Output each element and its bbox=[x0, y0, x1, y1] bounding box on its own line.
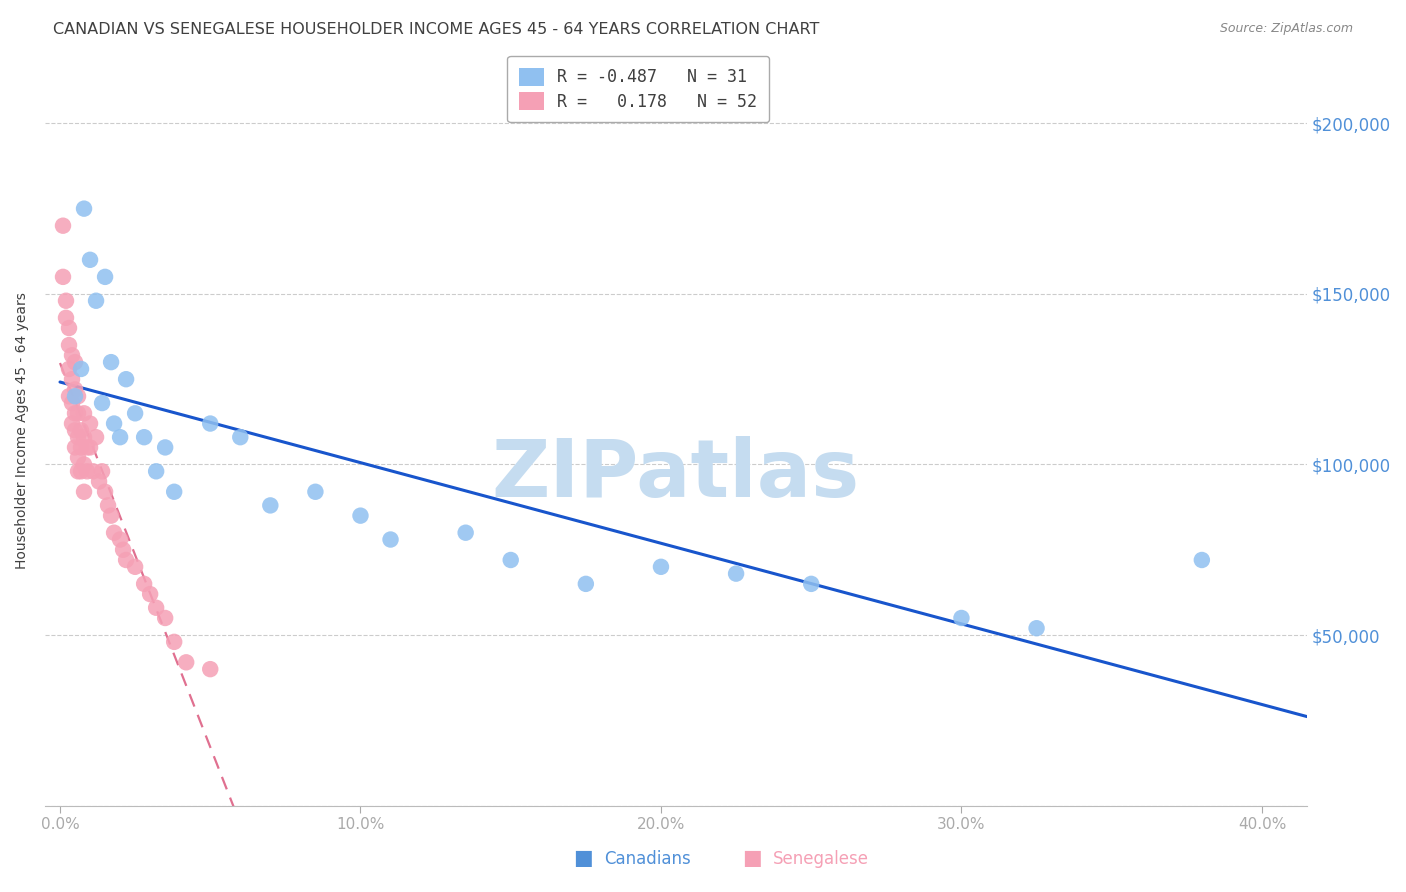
Point bbox=[58, 338, 80, 352]
Point bbox=[66, 464, 89, 478]
Point bbox=[380, 533, 402, 547]
Point bbox=[163, 484, 186, 499]
Text: Senegalese: Senegalese bbox=[773, 850, 869, 868]
Point bbox=[800, 577, 823, 591]
Point bbox=[79, 417, 101, 431]
Point bbox=[58, 362, 80, 376]
Text: CANADIAN VS SENEGALESE HOUSEHOLDER INCOME AGES 45 - 64 YEARS CORRELATION CHART: CANADIAN VS SENEGALESE HOUSEHOLDER INCOM… bbox=[53, 22, 820, 37]
Point bbox=[454, 525, 477, 540]
Point bbox=[108, 533, 131, 547]
Point bbox=[103, 525, 125, 540]
Point bbox=[79, 252, 101, 267]
Point bbox=[650, 559, 672, 574]
Point bbox=[139, 587, 162, 601]
Point bbox=[66, 389, 89, 403]
Point bbox=[134, 577, 156, 591]
Text: ■: ■ bbox=[742, 848, 762, 868]
Point bbox=[73, 202, 96, 216]
Point bbox=[52, 219, 75, 233]
Point bbox=[63, 441, 86, 455]
Point bbox=[499, 553, 522, 567]
Point bbox=[115, 553, 138, 567]
Point bbox=[304, 484, 326, 499]
Point bbox=[97, 499, 120, 513]
Point bbox=[153, 611, 176, 625]
Point bbox=[259, 499, 281, 513]
Point bbox=[60, 417, 83, 431]
Point bbox=[134, 430, 156, 444]
Point bbox=[82, 464, 104, 478]
Point bbox=[950, 611, 973, 625]
Point bbox=[76, 464, 98, 478]
Point bbox=[124, 559, 146, 574]
Point bbox=[145, 464, 167, 478]
Point bbox=[84, 293, 107, 308]
Point bbox=[200, 417, 222, 431]
Point bbox=[70, 441, 93, 455]
Point bbox=[229, 430, 252, 444]
Point bbox=[94, 269, 117, 284]
Point bbox=[91, 464, 114, 478]
Point bbox=[84, 430, 107, 444]
Point bbox=[103, 417, 125, 431]
Point bbox=[63, 406, 86, 420]
Y-axis label: Householder Income Ages 45 - 64 years: Householder Income Ages 45 - 64 years bbox=[15, 292, 30, 569]
Point bbox=[63, 355, 86, 369]
Point bbox=[87, 475, 110, 489]
Point bbox=[55, 293, 77, 308]
Point bbox=[115, 372, 138, 386]
Point bbox=[73, 430, 96, 444]
Point bbox=[73, 484, 96, 499]
Point bbox=[94, 484, 117, 499]
Point bbox=[1191, 553, 1213, 567]
Point bbox=[70, 464, 93, 478]
Point bbox=[52, 269, 75, 284]
Point bbox=[112, 542, 135, 557]
Point bbox=[108, 430, 131, 444]
Legend: R = -0.487   N = 31, R =   0.178   N = 52: R = -0.487 N = 31, R = 0.178 N = 52 bbox=[508, 56, 769, 122]
Point bbox=[79, 441, 101, 455]
Point bbox=[63, 383, 86, 397]
Point bbox=[76, 441, 98, 455]
Point bbox=[70, 362, 93, 376]
Point bbox=[66, 430, 89, 444]
Point bbox=[70, 423, 93, 437]
Point bbox=[58, 321, 80, 335]
Point bbox=[60, 396, 83, 410]
Point bbox=[163, 635, 186, 649]
Point bbox=[66, 450, 89, 465]
Point bbox=[575, 577, 598, 591]
Point bbox=[349, 508, 371, 523]
Point bbox=[124, 406, 146, 420]
Text: ZIPatlas: ZIPatlas bbox=[492, 436, 860, 515]
Point bbox=[60, 372, 83, 386]
Point bbox=[174, 656, 197, 670]
Text: Canadians: Canadians bbox=[605, 850, 692, 868]
Point bbox=[725, 566, 748, 581]
Text: Source: ZipAtlas.com: Source: ZipAtlas.com bbox=[1219, 22, 1353, 36]
Point bbox=[73, 458, 96, 472]
Point bbox=[63, 423, 86, 437]
Point bbox=[63, 389, 86, 403]
Point bbox=[91, 396, 114, 410]
Point bbox=[100, 508, 122, 523]
Point bbox=[153, 441, 176, 455]
Text: ■: ■ bbox=[574, 848, 593, 868]
Point bbox=[100, 355, 122, 369]
Point bbox=[66, 406, 89, 420]
Point bbox=[1025, 621, 1047, 635]
Point bbox=[73, 406, 96, 420]
Point bbox=[145, 600, 167, 615]
Point bbox=[55, 310, 77, 325]
Point bbox=[60, 348, 83, 362]
Point bbox=[58, 389, 80, 403]
Point bbox=[200, 662, 222, 676]
